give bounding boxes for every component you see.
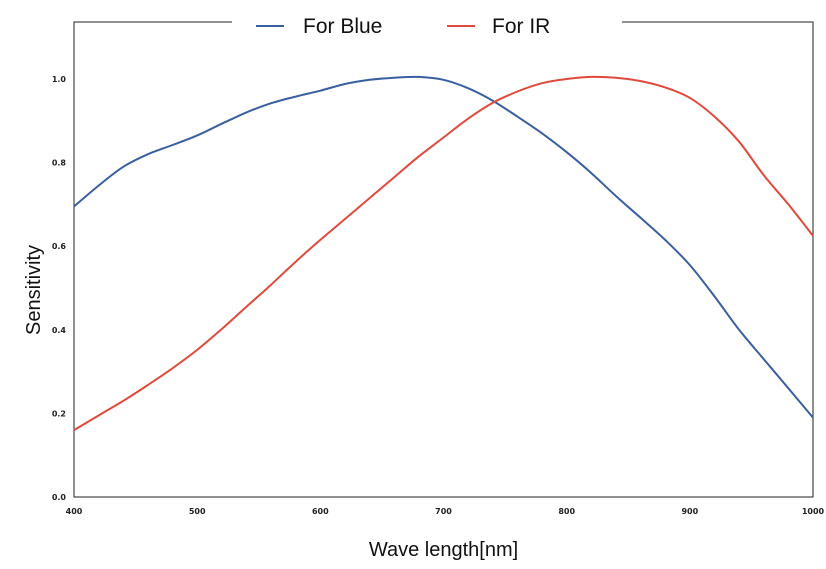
x-axis-title: Wave length[nm] <box>369 539 518 561</box>
legend-background <box>232 6 622 40</box>
y-axis-ticks: 0.0 0.2 0.4 0.6 0.8 1.0 <box>52 75 67 502</box>
y-tick-label: 0.2 <box>52 409 66 418</box>
y-tick-label: 0.8 <box>52 159 67 168</box>
x-axis-ticks: 400 500 600 700 800 900 1000 <box>66 507 825 516</box>
x-tick-label: 1000 <box>802 507 825 516</box>
x-tick-label: 900 <box>681 507 698 516</box>
y-tick-label: 0.6 <box>52 242 67 251</box>
x-tick-label: 500 <box>189 507 206 516</box>
y-tick-label: 0.0 <box>52 493 67 502</box>
series-line-for-blue <box>73 75 814 419</box>
y-tick-label: 0.4 <box>52 326 67 335</box>
series-layer <box>73 75 814 431</box>
y-axis-title: Sensitivity <box>23 245 45 335</box>
legend: For Blue For IR <box>232 6 622 40</box>
x-tick-label: 700 <box>435 507 452 516</box>
legend-label-for-ir: For IR <box>492 15 550 38</box>
y-tick-label: 1.0 <box>52 75 67 84</box>
x-tick-label: 600 <box>312 507 329 516</box>
series-line-for-ir <box>73 75 814 431</box>
x-tick-label: 400 <box>66 507 83 516</box>
plot-area-frame <box>73 21 814 498</box>
x-tick-label: 800 <box>558 507 575 516</box>
legend-label-for-blue: For Blue <box>303 15 382 38</box>
